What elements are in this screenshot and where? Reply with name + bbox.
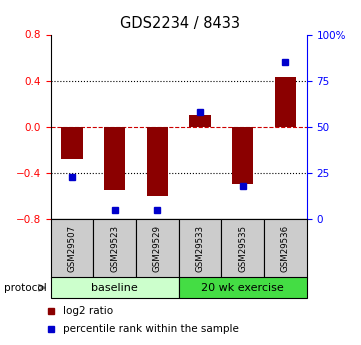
Text: GSM29535: GSM29535 [238,225,247,272]
Bar [136,219,179,278]
Bar [264,219,307,278]
Text: GSM29529: GSM29529 [153,225,162,272]
Bar [104,127,125,190]
Text: GSM29523: GSM29523 [110,225,119,272]
Text: log2 ratio: log2 ratio [63,306,113,315]
Text: percentile rank within the sample: percentile rank within the sample [63,325,239,334]
Text: GSM29507: GSM29507 [68,225,77,272]
Text: baseline: baseline [91,283,138,293]
Bar [61,127,83,159]
Bar [51,219,93,278]
Bar [275,77,296,127]
Bar [190,115,211,127]
Text: 20 wk exercise: 20 wk exercise [201,283,284,293]
Bar [147,127,168,196]
Text: protocol: protocol [4,283,46,293]
Text: GSM29536: GSM29536 [281,225,290,272]
Bar [93,219,136,278]
Bar [179,219,221,278]
Bar [232,127,253,185]
Bar [179,277,307,298]
Text: GDS2234 / 8433: GDS2234 / 8433 [121,16,240,30]
Bar [51,277,179,298]
Bar [221,219,264,278]
Text: GSM29533: GSM29533 [196,225,205,272]
